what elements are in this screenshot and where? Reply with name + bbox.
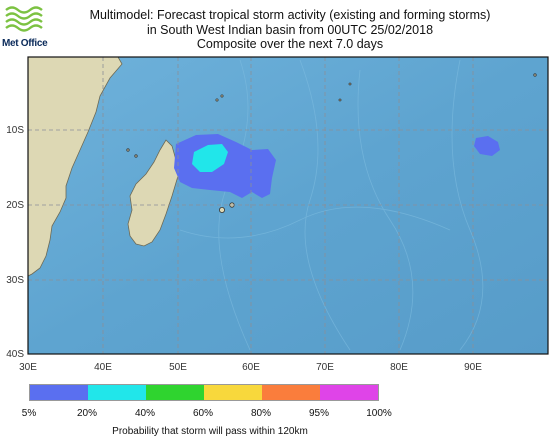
title-line-2: in South West Indian basin from 00UTC 25… bbox=[146, 22, 434, 37]
africa-landmass bbox=[28, 57, 123, 277]
legend-segment-40-60 bbox=[146, 385, 204, 400]
legend-tick-5: 5% bbox=[21, 408, 37, 419]
lon-label-70e: 70E bbox=[316, 362, 334, 373]
legend-segment-95-100 bbox=[320, 385, 378, 400]
legend-colorbar bbox=[29, 384, 379, 401]
storm-area-east-5pct bbox=[474, 136, 500, 156]
legend-segment-60-80 bbox=[204, 385, 262, 400]
legend-caption: Probability that storm will pass within … bbox=[112, 426, 308, 437]
lat-label-40s: 40S bbox=[6, 349, 24, 360]
ocean bbox=[28, 57, 548, 354]
lat-label-10s: 10S bbox=[6, 125, 24, 136]
lon-label-30e: 30E bbox=[19, 362, 37, 373]
storm-area-20pct bbox=[192, 144, 228, 172]
lon-label-40e: 40E bbox=[94, 362, 112, 373]
lat-label-20s: 20S bbox=[6, 200, 24, 211]
page-title: Multimodel: Forecast tropical storm acti… bbox=[60, 8, 520, 52]
legend-tick-80: 80% bbox=[250, 408, 271, 419]
legend-segment-20-40 bbox=[88, 385, 146, 400]
title-line-1: Multimodel: Forecast tropical storm acti… bbox=[89, 8, 491, 22]
lon-label-50e: 50E bbox=[169, 362, 187, 373]
legend-segment-5-20 bbox=[30, 385, 88, 400]
legend-tick-20: 20% bbox=[76, 408, 97, 419]
legend-tick-95: 95% bbox=[308, 408, 329, 419]
met-office-logo: Met Office bbox=[0, 0, 60, 56]
logo-wordmark: Met Office bbox=[2, 38, 48, 49]
legend-segment-80-95 bbox=[262, 385, 320, 400]
lat-label-30s: 30S bbox=[6, 275, 24, 286]
map-frame bbox=[27, 56, 549, 355]
legend-tick-40: 40% bbox=[134, 408, 155, 419]
logo-waves-icon bbox=[5, 6, 43, 32]
lon-label-80e: 80E bbox=[390, 362, 408, 373]
lon-label-60e: 60E bbox=[242, 362, 260, 373]
grid-lines bbox=[28, 57, 548, 354]
lon-label-90e: 90E bbox=[464, 362, 482, 373]
legend-tick-60: 60% bbox=[192, 408, 213, 419]
title-line-3: Composite over the next 7.0 days bbox=[196, 37, 384, 51]
legend-tick-100: 100% bbox=[366, 408, 392, 419]
